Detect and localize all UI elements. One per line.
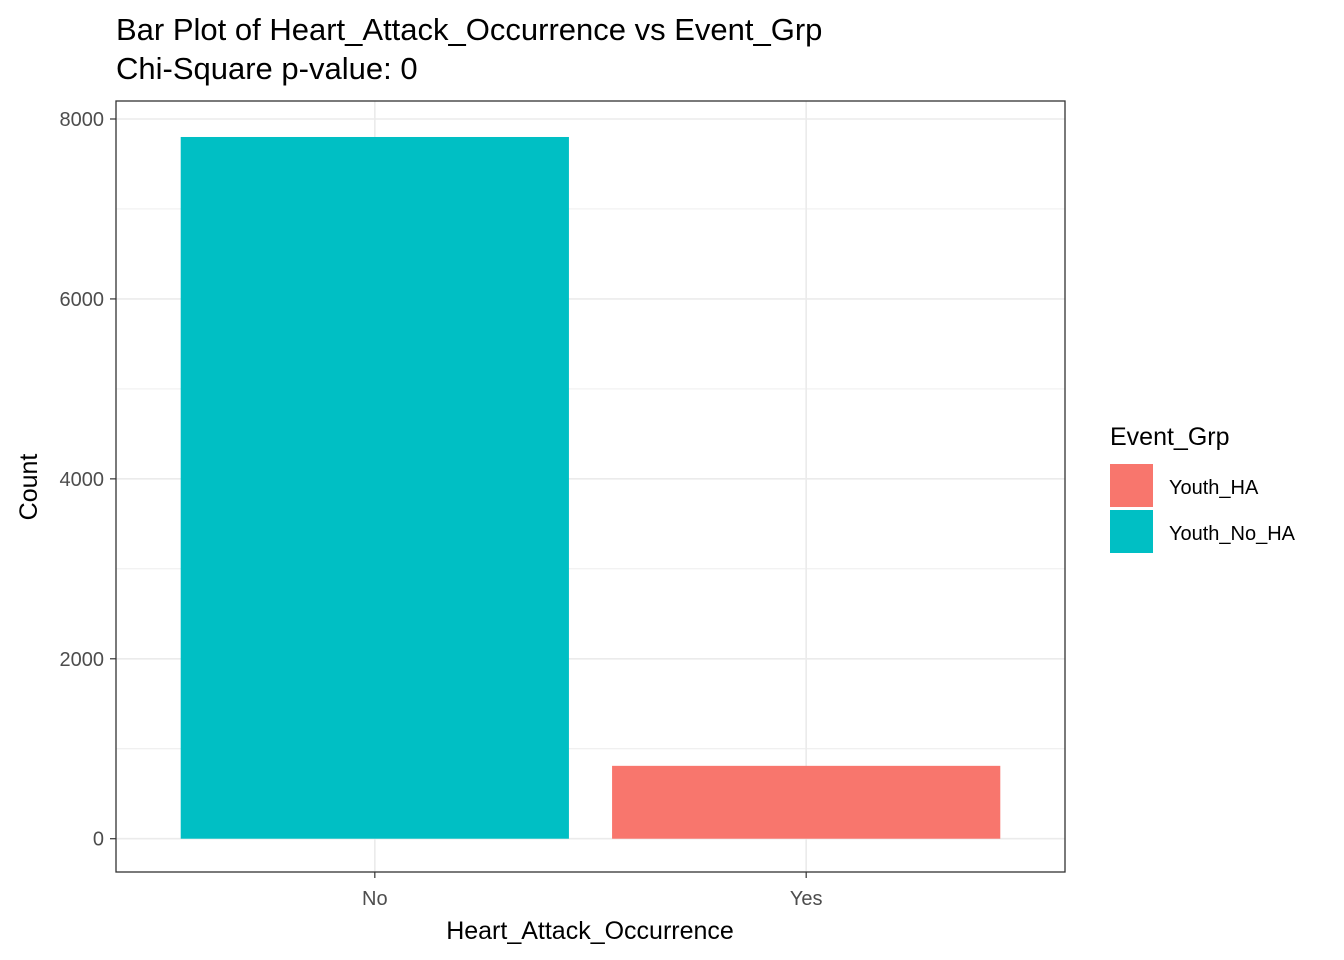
y-tick-label: 8000 [60,109,105,131]
bar-yes [612,765,1001,839]
chart-subtitle: Chi-Square p-value: 0 [116,51,418,86]
x-axis-ticks: No Yes [362,872,823,910]
plot-border [115,100,1066,873]
x-tick-label: No [362,888,388,910]
x-tick-label: Yes [790,888,823,910]
chart-title: Bar Plot of Heart_Attack_Occurrence vs E… [116,12,822,47]
legend: Event_Grp Youth_HA Youth_No_HA [1110,423,1296,553]
legend-swatch [1110,464,1153,507]
y-tick-label: 0 [93,829,104,851]
y-tick-label: 2000 [60,649,105,671]
legend-title: Event_Grp [1110,423,1230,451]
legend-label: Youth_No_HA [1169,523,1296,545]
y-axis-ticks: 0 2000 4000 6000 8000 [60,109,116,851]
y-tick-label: 6000 [60,289,105,311]
y-tick-label: 4000 [60,469,105,491]
bar-no [180,136,569,839]
bars [180,136,1001,839]
legend-swatch [1110,510,1153,553]
x-axis-title: Heart_Attack_Occurrence [446,917,734,945]
legend-label: Youth_HA [1169,477,1259,499]
y-axis-title: Count [15,454,43,521]
